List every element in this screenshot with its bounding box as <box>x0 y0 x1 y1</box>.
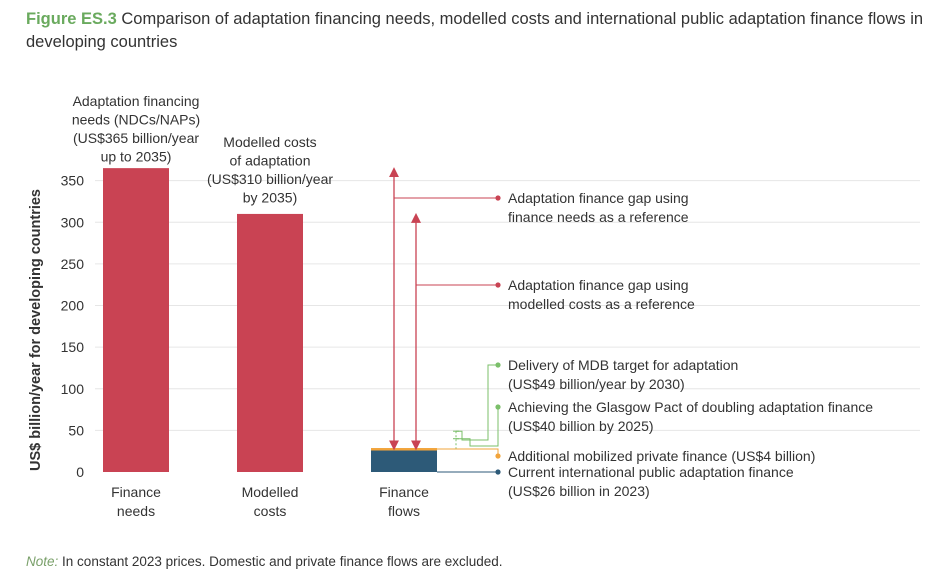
annotation-text: (US$26 billion in 2023) <box>508 483 650 499</box>
bar-annotation: of adaptation <box>230 153 311 169</box>
annotation-text: Adaptation finance gap using <box>508 190 689 206</box>
annotation-dot <box>495 453 501 459</box>
chart-title: Figure ES.3 Comparison of adaptation fin… <box>26 8 931 54</box>
x-category-label: Finance <box>111 484 161 500</box>
y-tick-label: 350 <box>61 173 85 189</box>
private-finance-segment <box>371 448 437 451</box>
annotation-connector <box>456 407 499 447</box>
bar-annotation: (US$310 billion/year <box>207 171 333 187</box>
annotation-dot <box>495 404 501 410</box>
annotation-text: modelled costs as a reference <box>508 296 695 312</box>
annotation-dot <box>495 469 501 475</box>
annotation-dot <box>495 195 501 201</box>
y-tick-label: 0 <box>76 464 84 480</box>
annotation-text: (US$49 billion/year by 2030) <box>508 376 685 392</box>
note-label: Note: <box>26 554 59 569</box>
y-tick-label: 250 <box>61 256 85 272</box>
x-category-label: needs <box>117 503 155 519</box>
annotation-dot <box>495 362 501 368</box>
y-tick-label: 150 <box>61 339 85 355</box>
annotation-connector <box>456 364 498 441</box>
annotation-text: Current international public adaptation … <box>508 464 794 480</box>
bar-annotation: Adaptation financing <box>73 93 200 109</box>
x-category-label: Modelled <box>242 484 299 500</box>
annotation-text: Adaptation finance gap using <box>508 277 689 293</box>
footnote: Note: In constant 2023 prices. Domestic … <box>26 554 503 569</box>
annotation-dot <box>495 282 501 288</box>
annotation-text: Additional mobilized private finance (US… <box>508 448 815 464</box>
bar <box>371 450 437 472</box>
bar <box>103 168 169 472</box>
annotation-connector <box>437 448 499 456</box>
y-tick-label: 200 <box>61 298 85 314</box>
y-tick-label: 100 <box>61 381 85 397</box>
bar-annotation: Modelled costs <box>223 134 316 150</box>
annotation-text: Delivery of MDB target for adaptation <box>508 357 738 373</box>
note-text: In constant 2023 prices. Domestic and pr… <box>62 554 503 569</box>
annotation-text: (US$40 billion by 2025) <box>508 418 654 434</box>
bar-annotation: up to 2035) <box>101 149 172 165</box>
title-text: Comparison of adaptation financing needs… <box>26 10 924 51</box>
figure-label: Figure ES.3 <box>26 10 117 28</box>
x-category-label: costs <box>254 503 287 519</box>
annotation-text: Achieving the Glasgow Pact of doubling a… <box>508 399 873 415</box>
x-category-label: Finance <box>379 484 429 500</box>
bar <box>237 213 303 473</box>
bar-annotation: (US$365 billion/year <box>73 130 199 146</box>
y-tick-label: 50 <box>68 422 84 438</box>
annotation-text: finance needs as a reference <box>508 209 689 225</box>
y-axis-label: US$ billion/year for developing countrie… <box>28 189 44 471</box>
x-category-label: flows <box>388 503 420 519</box>
bar-annotation: by 2035) <box>243 190 297 206</box>
y-tick-label: 300 <box>61 214 85 230</box>
bar-annotation: needs (NDCs/NAPs) <box>72 112 200 128</box>
